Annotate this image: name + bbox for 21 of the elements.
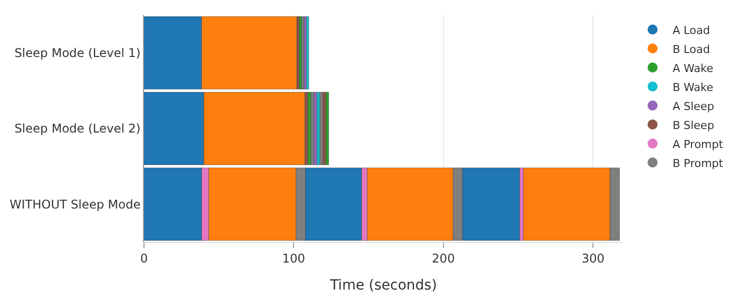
legend-label: B Load [672, 42, 710, 56]
legend-label: A Sleep [672, 100, 714, 113]
bar [310, 92, 314, 166]
legend-label: B Prompt [672, 156, 724, 170]
x-axis-title: Time (seconds) [329, 278, 437, 294]
y-tick-label: Sleep Mode (Level 2) [14, 122, 141, 136]
bar [301, 16, 304, 90]
x-tick-label: 0 [140, 251, 148, 266]
x-tick-label: 300 [582, 251, 605, 266]
y-tick-label: Sleep Mode (Level 1) [14, 46, 141, 60]
x-tick-label: 200 [432, 251, 455, 266]
bar [320, 92, 324, 166]
x-tick-label: 100 [282, 251, 306, 266]
legend-label: B Wake [672, 80, 714, 94]
legend-label: A Wake [672, 62, 714, 75]
bar [326, 92, 329, 166]
bar [306, 16, 310, 90]
y-tick-label: WITHOUT Sleep Mode [10, 197, 141, 212]
legend-label: A Load [672, 24, 710, 37]
legend-label: B Sleep [672, 118, 714, 132]
legend-label: A Prompt [672, 138, 724, 151]
